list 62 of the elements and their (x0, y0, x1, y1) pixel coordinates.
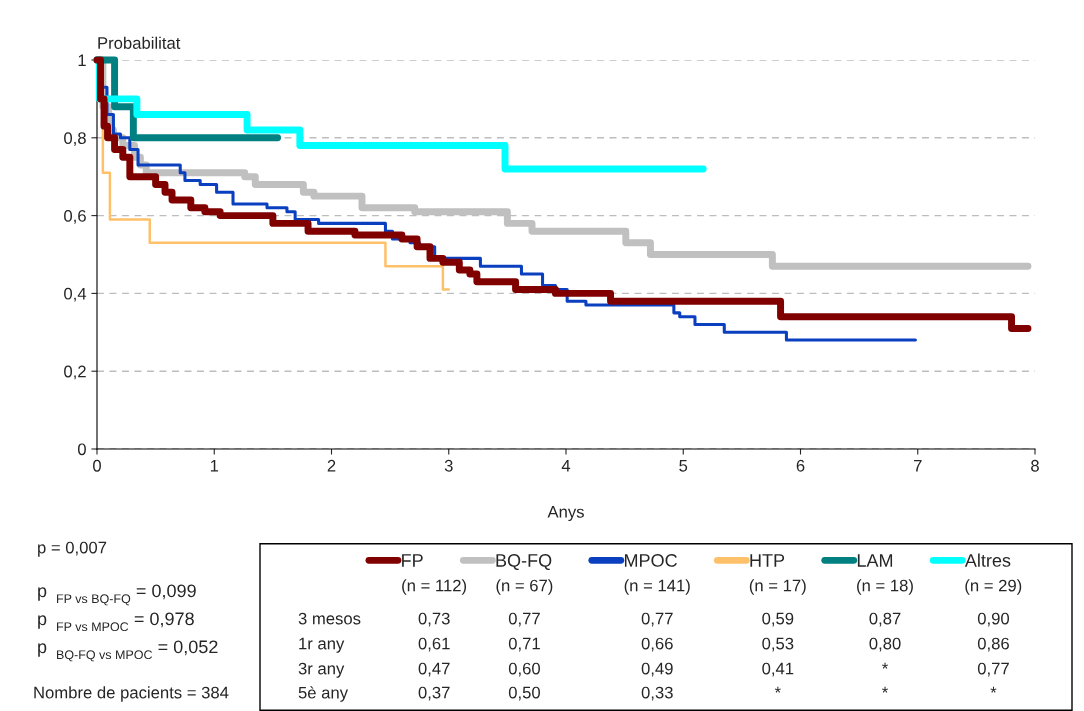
y-axis-title: Probabilitat (98, 36, 181, 49)
text: 0,73 (418, 612, 450, 627)
y-tick-label: 0,4 (64, 287, 87, 302)
text: (n = 67) (496, 579, 553, 595)
text: 0,77 (977, 662, 1009, 677)
text: 0,77 (641, 612, 673, 627)
text: 1r any (299, 637, 345, 653)
text: 0,86 (977, 637, 1009, 652)
text: (n = 112) (402, 579, 467, 595)
text: (n = 17) (749, 579, 806, 595)
text: p BQ-FQ vs MPOC = 0,052 (38, 640, 218, 662)
legend-label: BQ-FQ (496, 554, 552, 571)
x-axis-title: Anys (547, 506, 584, 522)
text: 0,71 (508, 637, 540, 652)
text: p FP vs MPOC = 0,978 (38, 612, 194, 632)
text: p = 0,007 (38, 541, 107, 557)
text: 0,77 (508, 612, 540, 627)
x-tick-label: 2 (327, 459, 336, 472)
x-tick-label: 7 (913, 460, 922, 472)
text: Nombre de pacients = 384 (34, 686, 229, 702)
y-tick-label: 1 (78, 54, 86, 67)
text: 0,37 (418, 686, 450, 701)
x-tick-label: 6 (796, 459, 805, 472)
text: * (990, 686, 997, 693)
text: (n = 29) (965, 579, 1022, 595)
legend-label: HTP (750, 554, 785, 567)
text: 0,41 (762, 662, 794, 677)
y-tick-label: 0,2 (64, 365, 86, 380)
text: (n = 18) (857, 579, 913, 595)
text: 0,53 (762, 637, 794, 652)
legend-label: MPOC (624, 554, 677, 567)
text: 0,47 (418, 662, 450, 677)
x-tick-label: 8 (1031, 459, 1039, 472)
text: * (882, 686, 889, 693)
x-tick-label: 3 (444, 459, 453, 472)
text: 0,59 (762, 612, 794, 627)
text: 0,60 (508, 662, 541, 677)
legend-label: LAM (857, 554, 893, 567)
text: 3r any (298, 662, 345, 678)
text: * (774, 686, 781, 693)
text: 0,50 (508, 686, 541, 701)
text: 0,33 (641, 686, 673, 701)
text: 5è any (298, 686, 349, 702)
x-tick-label: 0 (93, 459, 101, 472)
y-tick-label: 0 (77, 443, 86, 456)
y-tick-label: 0,8 (64, 132, 86, 146)
y-tick-label: 0,6 (64, 210, 86, 224)
legend-label: Altres (964, 553, 1011, 567)
text: * (882, 662, 889, 669)
text: 3 mesos (298, 612, 361, 625)
text: 0,90 (977, 612, 1010, 627)
text: 0,87 (869, 612, 901, 627)
text: 0,49 (641, 662, 673, 677)
text: 0,66 (641, 637, 673, 652)
x-tick-label: 5 (679, 460, 688, 472)
text: (n = 141) (624, 579, 690, 595)
text: 0,80 (869, 637, 901, 652)
text: 0,61 (418, 637, 450, 652)
text: p FP vs BQ-FQ = 0,099 (38, 584, 196, 606)
x-tick-label: 4 (561, 460, 571, 472)
x-tick-label: 1 (210, 460, 219, 472)
legend-label: FP (402, 554, 423, 567)
